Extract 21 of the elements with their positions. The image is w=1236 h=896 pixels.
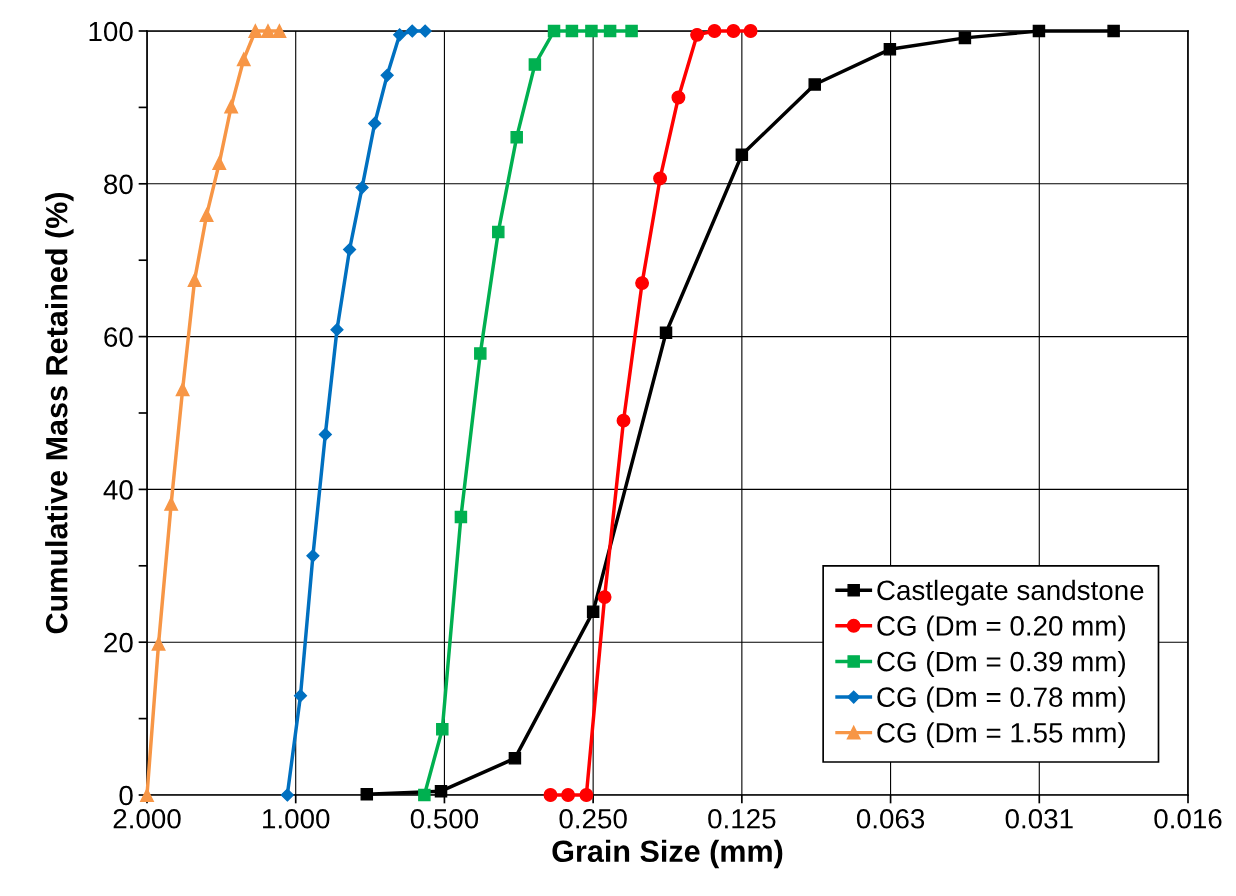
legend-label: CG (Dm = 0.39 mm)	[877, 651, 1125, 677]
x-tick-label: 1.000	[263, 808, 330, 829]
legend-label: CG (Dm = 1.55 mm)	[877, 722, 1125, 749]
x-tick-label: 0.250	[559, 808, 627, 829]
y-tick-label: 60	[104, 327, 133, 347]
y-tick-label: 100	[89, 21, 133, 42]
x-tick-label: 0.031	[1005, 808, 1073, 829]
x-tick-label: 0.500	[410, 808, 479, 829]
x-tick-label: 0.125	[708, 808, 776, 829]
y-tick-label: 80	[104, 174, 133, 195]
y-axis-title: Cumulative Mass Retained (%)	[45, 192, 74, 634]
legend-label: CG (Dm = 0.20 mm)	[877, 615, 1125, 642]
x-axis-title: Grain Size (mm)	[552, 839, 783, 869]
x-tick-label: 2.000	[113, 808, 181, 829]
y-tick-label: 20	[104, 632, 133, 653]
x-tick-label: 0.063	[856, 808, 925, 829]
y-tick-label: 0	[119, 785, 133, 806]
legend-label: Castlegate sandstone	[877, 579, 1144, 606]
y-tick-label: 40	[103, 480, 133, 500]
x-tick-label: 0.016	[1154, 808, 1222, 829]
legend-label: CG (Dm = 0.78 mm)	[877, 686, 1125, 713]
